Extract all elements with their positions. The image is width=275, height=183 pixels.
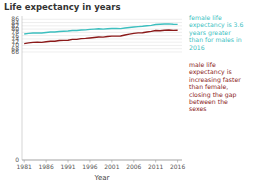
line-series (24, 30, 177, 44)
annotation: female lifeexpectancy is 3.6years greate… (189, 14, 243, 51)
grid-line (22, 35, 182, 36)
x-tick-label: 1991 (60, 163, 75, 170)
grid-line (22, 52, 182, 53)
x-tick-label: 1986 (38, 163, 53, 170)
x-tick-label: 2001 (104, 163, 119, 170)
annotation-line: female life (189, 14, 222, 21)
y-axis-line (22, 16, 23, 160)
x-tick-label: 1981 (17, 163, 32, 170)
title: Life expectancy in years (4, 2, 121, 12)
annotation: male lifeexpectancy isincreasing fastert… (189, 61, 241, 112)
x-tick-label: 2006 (126, 163, 141, 170)
grid-line (22, 48, 182, 49)
grid-line (22, 45, 182, 46)
annotation-line: than female, (189, 83, 228, 90)
y-tick-label: 0 (15, 156, 19, 163)
y-tick-label: 86 (11, 15, 19, 22)
x-axis-label: Year (94, 174, 110, 182)
annotation-line: than for males in (189, 36, 242, 43)
x-tick-label: 2016 (170, 163, 185, 170)
grid-line (22, 19, 182, 20)
line-series (24, 24, 177, 34)
grid-line (22, 22, 182, 23)
x-tick-label: 1996 (82, 163, 97, 170)
chart: 066687072747678808284861981 1986 1991 1996 2… (0, 0, 275, 183)
x-ticks: 1981 1986 1991 1996 2001 2006 2011 2016 (17, 160, 186, 170)
annotation-line: 2016 (189, 44, 205, 51)
annotation-line: between the (189, 98, 228, 105)
annotation-line: sexes (189, 105, 206, 112)
grid-line (22, 25, 182, 26)
y-grid: 06668707274767880828486 (11, 15, 182, 163)
lines (24, 24, 177, 44)
x-tick-label: 2011 (148, 163, 163, 170)
grid-line (22, 38, 182, 39)
annotation-line: male life (189, 61, 216, 68)
